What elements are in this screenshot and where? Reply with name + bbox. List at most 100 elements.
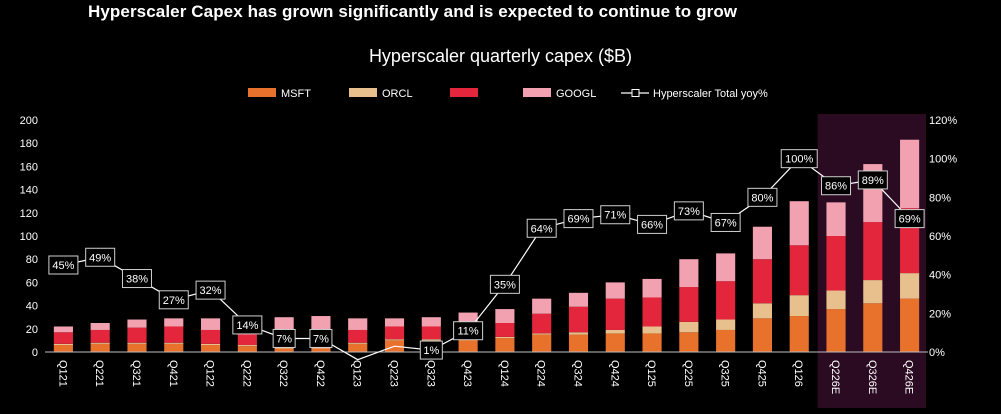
yoy-data-label: 35%	[494, 279, 516, 291]
chart-title: Hyperscaler quarterly capex ($B)	[368, 46, 633, 66]
x-tick-label: Q423	[461, 360, 473, 387]
bar-orcl	[642, 326, 662, 334]
y-tick-label: 100	[20, 231, 38, 243]
legend-swatch	[248, 88, 276, 97]
y2-tick-label: 20%	[929, 308, 951, 320]
x-tick-label: Q223	[388, 360, 400, 387]
bar-msft	[642, 333, 662, 352]
bar-googl	[900, 139, 920, 209]
bar-series-3	[789, 245, 809, 296]
bar-orcl	[900, 273, 920, 299]
legend-label: MSFT	[281, 88, 311, 100]
x-tick-label: Q121	[56, 360, 68, 387]
bar-msft	[164, 343, 184, 352]
bar-googl	[568, 292, 589, 307]
bar-msft	[752, 318, 773, 352]
yoy-label-box	[780, 149, 818, 169]
y-tick-label: 160	[20, 161, 38, 173]
y-tick-label: 80	[26, 254, 38, 266]
yoy-label-box	[272, 328, 296, 348]
yoy-label-box	[857, 170, 888, 190]
yoy-data-label: 66%	[641, 219, 663, 231]
x-tick-label: Q424	[608, 360, 620, 387]
x-tick-label: Q126	[792, 360, 804, 387]
yoy-label-box	[747, 187, 778, 207]
yoy-label-box	[121, 269, 152, 289]
x-tick-label: Q426E	[903, 360, 915, 394]
legend-swatch	[523, 88, 551, 97]
y-tick-label: 120	[20, 208, 38, 220]
x-tick-label: Q421	[167, 360, 179, 387]
x-tick-label: Q322	[277, 360, 289, 387]
bar-googl	[384, 318, 405, 327]
y-tick-label: 140	[20, 185, 38, 197]
bar-msft	[605, 333, 625, 352]
x-tick-label: Q321	[130, 360, 142, 387]
bar-msft	[716, 329, 736, 352]
bar-googl	[348, 318, 368, 330]
bar-msft	[532, 334, 552, 352]
yoy-label-box	[894, 209, 925, 229]
x-tick-label: Q422	[314, 360, 326, 387]
x-tick-label: Q324	[571, 360, 583, 387]
bar-orcl	[716, 319, 736, 330]
yoy-data-label: 1%	[423, 345, 439, 357]
bar-orcl	[127, 342, 147, 344]
yoy-data-label: 69%	[899, 214, 921, 226]
x-tick-label: Q326E	[866, 360, 878, 394]
yoy-label-box	[419, 340, 443, 360]
x-tick-label: Q221	[93, 360, 105, 387]
bar-orcl	[826, 290, 846, 310]
x-tick-label: Q125	[645, 360, 657, 387]
bar-series-3	[716, 281, 736, 320]
bar-orcl	[532, 333, 552, 335]
bar-series-3	[348, 329, 368, 343]
bar-googl	[495, 309, 515, 323]
yoy-data-label: 100%	[785, 154, 813, 166]
bar-googl	[127, 319, 147, 328]
bar-msft	[863, 303, 883, 352]
bar-googl	[605, 282, 625, 299]
bar-series-3	[605, 298, 625, 330]
yoy-label-box	[526, 218, 557, 238]
bar-googl	[789, 201, 809, 246]
bar-series-3	[237, 332, 257, 346]
bar-msft	[348, 343, 368, 352]
page-headline: Hyperscaler Capex has grown significantl…	[88, 2, 738, 21]
bar-orcl	[53, 343, 73, 346]
bar-msft	[90, 343, 110, 352]
legend-swatch	[450, 88, 478, 97]
yoy-label-box	[195, 280, 226, 300]
yoy-data-label: 86%	[825, 181, 847, 193]
yoy-data-label: 32%	[200, 285, 222, 297]
bar-msft	[568, 334, 589, 352]
bar-series-3	[568, 306, 589, 333]
bar-googl	[642, 278, 662, 298]
bar-msft	[311, 348, 331, 352]
bar-googl	[53, 326, 73, 333]
yoy-data-label: 73%	[678, 206, 700, 218]
y-tick-label: 200	[20, 115, 38, 127]
bar-series-3	[679, 287, 699, 322]
x-tick-label: Q225	[682, 360, 694, 387]
bar-msft	[274, 348, 294, 352]
bar-googl	[752, 226, 773, 260]
yoy-data-label: 64%	[531, 223, 553, 235]
x-tick-label: Q123	[351, 360, 363, 387]
bar-orcl	[752, 303, 773, 319]
bar-googl	[421, 317, 441, 327]
x-tick-label: Q226E	[829, 360, 841, 394]
yoy-data-label: 67%	[715, 217, 737, 229]
yoy-label-box	[821, 176, 852, 196]
y-tick-label: 180	[20, 138, 38, 150]
bar-orcl	[495, 336, 515, 339]
y2-tick-label: 60%	[929, 231, 951, 243]
yoy-label-box	[453, 321, 484, 341]
legend-label: Hyperscaler Total yoy%	[653, 88, 768, 100]
x-tick-label: Q425	[755, 360, 767, 387]
bar-googl	[532, 298, 552, 314]
bar-orcl	[789, 295, 809, 317]
x-tick-label: Q122	[204, 360, 216, 387]
bar-msft	[458, 339, 478, 352]
yoy-label-box	[489, 274, 520, 294]
